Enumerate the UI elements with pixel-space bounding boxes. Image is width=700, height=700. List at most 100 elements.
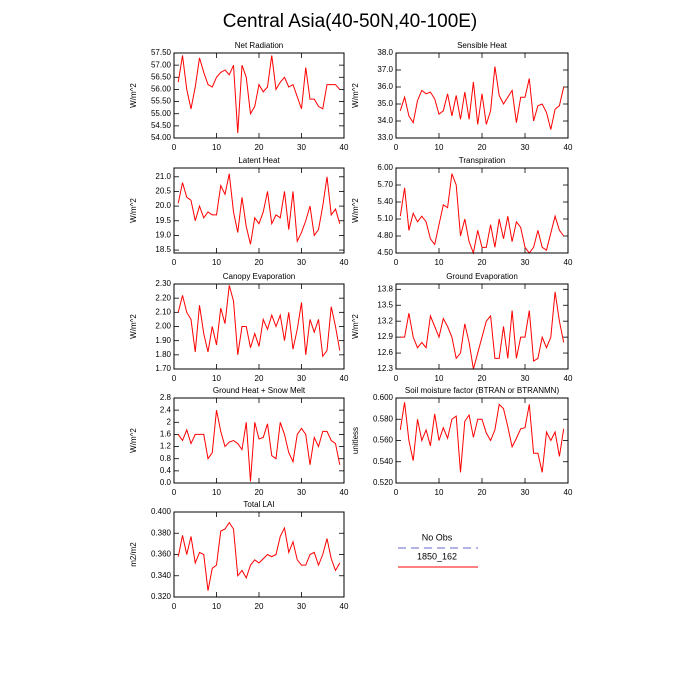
y-tick-label: 5.40 xyxy=(377,197,393,206)
data-line xyxy=(399,173,565,255)
x-tick-label: 20 xyxy=(255,488,264,497)
y-tick-label: 0.380 xyxy=(151,528,172,537)
x-tick-label: 0 xyxy=(172,488,177,497)
x-tick-label: 40 xyxy=(564,488,573,497)
x-tick-label: 0 xyxy=(172,374,177,383)
y-tick-label: 13.5 xyxy=(377,300,393,309)
x-tick-label: 30 xyxy=(521,143,530,152)
y-tick-label: 18.5 xyxy=(155,245,171,254)
y-tick-label: 56.50 xyxy=(151,72,172,81)
y-tick-label: 13.2 xyxy=(377,316,393,325)
x-tick-label: 10 xyxy=(212,488,221,497)
y-tick-label: 0.600 xyxy=(373,393,394,402)
y-tick-label: 0.320 xyxy=(151,592,172,601)
legend-label: 1850_162 xyxy=(417,551,457,561)
figure-title: Central Asia(40-50N,40-100E) xyxy=(223,11,478,32)
y-axis-label: W/m^2 xyxy=(351,314,360,339)
x-tick-label: 0 xyxy=(172,143,177,152)
x-tick-label: 10 xyxy=(435,258,444,267)
y-tick-label: 21.0 xyxy=(155,172,171,181)
x-tick-label: 40 xyxy=(564,258,573,267)
data-line xyxy=(400,291,565,370)
y-tick-label: 2.30 xyxy=(155,279,171,288)
data-line xyxy=(177,285,341,358)
x-tick-label: 30 xyxy=(297,258,306,267)
y-tick-label: 0.0 xyxy=(160,478,172,487)
x-tick-label: 10 xyxy=(212,143,221,152)
x-tick-label: 30 xyxy=(297,602,306,611)
y-axis-label: m2/m2 xyxy=(129,542,138,567)
y-tick-label: 54.50 xyxy=(151,121,172,130)
plot-frame xyxy=(395,283,569,370)
y-tick-label: 19.0 xyxy=(155,231,171,240)
y-tick-label: 20.5 xyxy=(155,187,171,196)
y-tick-label: 1.80 xyxy=(155,350,171,359)
x-tick-label: 0 xyxy=(394,258,399,267)
x-tick-label: 10 xyxy=(212,602,221,611)
panel-title: Total LAI xyxy=(243,500,274,509)
y-tick-label: 1.2 xyxy=(160,442,172,451)
data-line xyxy=(399,66,565,130)
plot-frame xyxy=(395,397,569,484)
y-tick-label: 5.10 xyxy=(377,214,393,223)
x-tick-label: 10 xyxy=(212,374,221,383)
y-tick-label: 57.00 xyxy=(151,60,172,69)
y-tick-label: 2.8 xyxy=(160,393,172,402)
y-tick-label: 37.0 xyxy=(377,65,393,74)
x-tick-label: 40 xyxy=(340,374,349,383)
y-axis-label: W/m^2 xyxy=(129,428,138,453)
data-line xyxy=(177,173,341,245)
panel-title: Transpiration xyxy=(459,156,505,165)
panel-title: Canopy Evaporation xyxy=(223,272,296,281)
x-tick-label: 10 xyxy=(435,488,444,497)
y-tick-label: 0.560 xyxy=(373,436,394,445)
y-tick-label: 2.4 xyxy=(160,405,172,414)
plot-frame xyxy=(173,511,345,598)
y-axis-label: W/m^2 xyxy=(129,198,138,223)
x-tick-label: 0 xyxy=(394,488,399,497)
y-tick-label: 4.80 xyxy=(377,231,393,240)
y-tick-label: 20.0 xyxy=(155,201,171,210)
y-tick-label: 34.0 xyxy=(377,116,393,125)
x-tick-label: 20 xyxy=(478,488,487,497)
plot-frame xyxy=(395,167,569,254)
y-tick-label: 57.50 xyxy=(151,48,172,57)
data-line xyxy=(177,521,341,591)
panel-title: Soil moisture factor (BTRAN or BTRANMN) xyxy=(405,386,560,395)
plot-frame xyxy=(173,283,345,370)
x-tick-label: 30 xyxy=(297,374,306,383)
y-tick-label: 0.360 xyxy=(151,550,172,559)
x-tick-label: 30 xyxy=(521,488,530,497)
y-axis-label: W/m^2 xyxy=(129,83,138,108)
plot-frame xyxy=(173,397,345,484)
y-tick-label: 36.0 xyxy=(377,82,393,91)
x-tick-label: 0 xyxy=(394,374,399,383)
x-tick-label: 40 xyxy=(564,374,573,383)
y-tick-label: 55.50 xyxy=(151,97,172,106)
y-tick-label: 1.6 xyxy=(160,430,172,439)
x-tick-label: 20 xyxy=(255,374,264,383)
y-tick-label: 12.6 xyxy=(377,348,393,357)
y-tick-label: 2.20 xyxy=(155,293,171,302)
y-tick-label: 33.0 xyxy=(377,133,393,142)
x-tick-label: 30 xyxy=(521,258,530,267)
y-tick-label: 2.00 xyxy=(155,322,171,331)
data-line xyxy=(177,410,341,482)
y-axis-label: W/m^2 xyxy=(351,83,360,108)
y-tick-label: 5.70 xyxy=(377,180,393,189)
y-tick-label: 4.50 xyxy=(377,248,393,257)
panel-title: Ground Heat + Snow Melt xyxy=(213,386,306,395)
y-tick-label: 0.340 xyxy=(151,571,172,580)
y-tick-label: 35.0 xyxy=(377,99,393,108)
y-tick-label: 0.580 xyxy=(373,414,394,423)
y-tick-label: 55.00 xyxy=(151,109,172,118)
y-tick-label: 12.9 xyxy=(377,332,393,341)
plot-frame xyxy=(395,52,569,139)
x-tick-label: 20 xyxy=(255,602,264,611)
y-tick-label: 0.520 xyxy=(373,478,394,487)
panel-title: Ground Evaporation xyxy=(446,272,518,281)
y-axis-label: unitless xyxy=(351,427,360,454)
x-tick-label: 30 xyxy=(297,488,306,497)
